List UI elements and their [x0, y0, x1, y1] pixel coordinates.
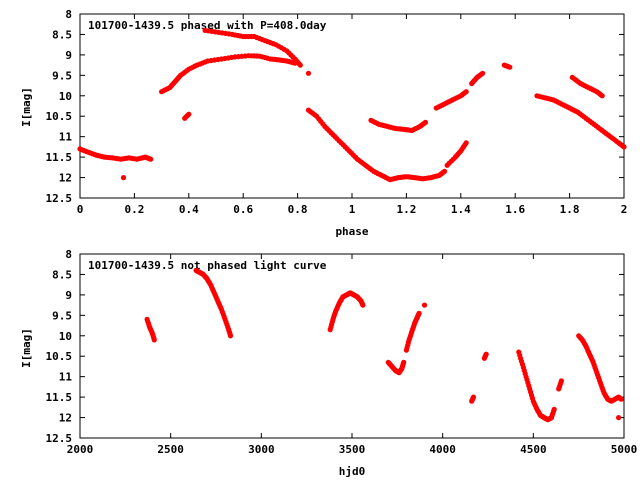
data-point [599, 93, 605, 99]
data-point [305, 70, 312, 76]
data-point [227, 333, 234, 339]
data-point [360, 302, 366, 308]
data-series [77, 27, 627, 183]
y-axis-label: I[mag] [20, 87, 33, 127]
data-point [148, 156, 154, 162]
x-tick-label: 2500 [157, 443, 184, 456]
y-tick-label: 12.5 [46, 192, 73, 205]
data-point [551, 406, 557, 412]
data-point [463, 140, 469, 146]
data-point [186, 111, 192, 117]
x-tick-label: 2000 [67, 443, 94, 456]
x-tick-label: 0.2 [124, 203, 144, 216]
data-point [463, 89, 469, 95]
data-point [441, 168, 448, 174]
y-tick-label: 12.5 [46, 432, 73, 445]
x-tick-label: 0 [77, 203, 84, 216]
y-tick-label: 11 [59, 371, 73, 384]
x-tick-label: 4000 [429, 443, 456, 456]
y-tick-label: 11 [59, 131, 73, 144]
data-point [616, 415, 622, 421]
y-tick-label: 8 [65, 248, 72, 261]
plot-frame [79, 253, 625, 439]
x-tick-label: 0.8 [288, 203, 308, 216]
chart-title: 101700-1439.5 not phased light curve [88, 259, 327, 272]
data-point [618, 396, 624, 402]
x-tick-label: 1.8 [560, 203, 580, 216]
data-point [470, 394, 477, 400]
data-point [507, 64, 513, 70]
data-point [151, 337, 157, 343]
x-tick-label: 1.2 [396, 203, 416, 216]
chart-title: 101700-1439.5 phased with P=408.0day [88, 19, 327, 32]
y-tick-label: 9.5 [52, 69, 72, 82]
x-tick-label: 0.6 [233, 203, 253, 216]
y-tick-label: 12 [59, 172, 72, 185]
y-tick-label: 8.5 [52, 28, 72, 41]
y-tick-label: 10.5 [46, 350, 73, 363]
y-tick-label: 8.5 [52, 268, 72, 281]
y-tick-label: 9 [65, 289, 72, 302]
x-tick-label: 3500 [339, 443, 366, 456]
data-point [421, 302, 428, 308]
data-point [621, 144, 627, 150]
y-tick-label: 9 [65, 49, 72, 62]
data-point [483, 351, 489, 357]
data-point [120, 175, 127, 181]
y-tick-label: 10.5 [46, 110, 73, 123]
data-point [480, 70, 486, 76]
y-tick-label: 10 [59, 90, 72, 103]
y-tick-label: 9.5 [52, 309, 72, 322]
y-axis-label: I[mag] [20, 328, 33, 368]
x-axis-label: hjd0 [339, 465, 366, 478]
unphased-light-curve-panel: 101700-1439.5 not phased light curve hjd… [20, 248, 637, 478]
y-tick-label: 12 [59, 412, 72, 425]
y-tick-label: 8 [65, 8, 72, 21]
x-tick-label: 1.4 [451, 203, 471, 216]
x-tick-label: 4500 [520, 443, 547, 456]
x-tick-label: 2 [621, 203, 628, 216]
data-point [416, 310, 422, 316]
data-point [401, 359, 407, 365]
data-point [422, 119, 428, 125]
data-series [144, 267, 624, 423]
x-tick-label: 1.6 [505, 203, 525, 216]
x-tick-label: 0.4 [179, 203, 199, 216]
y-tick-label: 10 [59, 330, 72, 343]
phased-light-curve-panel: 101700-1439.5 phased with P=408.0day pha… [20, 8, 627, 238]
plot-frame [79, 13, 625, 199]
x-tick-label: 5000 [611, 443, 638, 456]
data-point [297, 62, 303, 68]
x-axis-label: phase [335, 225, 368, 238]
y-tick-label: 11.5 [46, 151, 73, 164]
x-tick-label: 1 [349, 203, 356, 216]
x-tick-label: 3000 [248, 443, 275, 456]
data-point [558, 378, 565, 384]
y-tick-label: 11.5 [46, 391, 73, 404]
